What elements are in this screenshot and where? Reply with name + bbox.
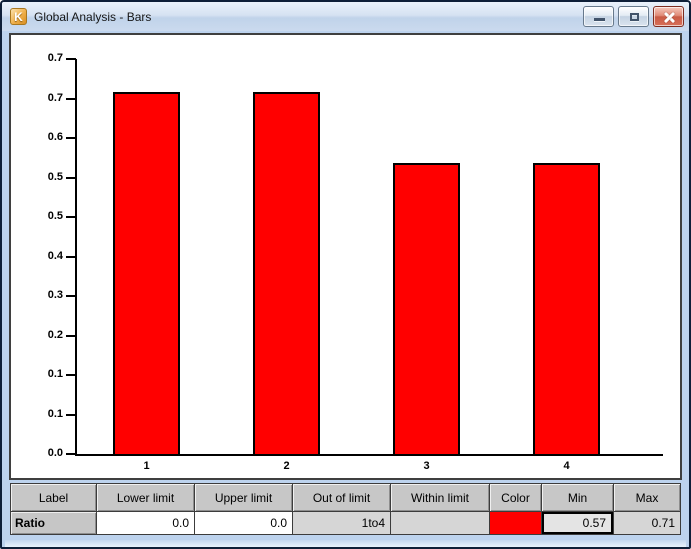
- y-tick-label: 0.2: [47, 328, 63, 341]
- column-header-max[interactable]: Max: [614, 484, 680, 511]
- column-header-lower-limit[interactable]: Lower limit: [97, 484, 194, 511]
- cell-max[interactable]: 0.71: [614, 512, 680, 534]
- bar-chart: 0.7 0.7 0.6 0.5 0.5 0.4 0.3 0.2 0.1 0.1 0.0 1 2 3 4: [9, 33, 682, 480]
- bar-category-2: [253, 92, 320, 454]
- cell-label[interactable]: Ratio: [11, 512, 96, 534]
- y-tick-mark: [66, 255, 76, 258]
- cell-lower-limit[interactable]: 0.0: [97, 512, 194, 534]
- window-title: Global Analysis - Bars: [34, 9, 152, 24]
- column-header-min[interactable]: Min: [542, 484, 613, 511]
- y-tick-mark: [66, 453, 76, 455]
- y-tick-mark: [66, 413, 76, 416]
- app-icon: K: [10, 8, 27, 25]
- restore-button[interactable]: [618, 6, 649, 27]
- y-tick-label: 0.5: [47, 170, 63, 183]
- minimize-icon: [594, 18, 605, 21]
- bar-category-4: [533, 163, 600, 454]
- minimize-button[interactable]: [583, 6, 614, 27]
- y-tick-mark: [66, 176, 76, 179]
- cell-within-limit[interactable]: [391, 512, 489, 534]
- table-header-row: Label Lower limit Upper limit Out of limit W…: [11, 484, 680, 511]
- cell-upper-limit[interactable]: 0.0: [195, 512, 292, 534]
- x-tick-label: 1: [143, 460, 150, 472]
- y-tick-label: 0.6: [47, 131, 63, 143]
- cell-color-swatch[interactable]: [490, 512, 541, 534]
- x-tick-label: 2: [283, 460, 290, 472]
- column-header-within-limit[interactable]: Within limit: [391, 484, 489, 511]
- table-row: Ratio 0.0 0.0 1to4 0.57 0.71: [11, 512, 680, 534]
- bar-category-1: [113, 92, 180, 454]
- y-tick-mark: [66, 216, 76, 218]
- x-axis-line: [75, 454, 663, 456]
- y-tick-mark: [66, 295, 76, 297]
- y-tick-mark: [66, 137, 76, 139]
- window-titlebar[interactable]: K Global Analysis - Bars: [2, 2, 689, 31]
- y-tick-mark: [66, 374, 76, 376]
- cell-out-of-limit[interactable]: 1to4: [293, 512, 390, 534]
- y-tick-label: 0.3: [47, 289, 63, 301]
- y-tick-mark: [66, 334, 76, 337]
- column-header-label[interactable]: Label: [11, 484, 96, 511]
- column-header-out-of-limit[interactable]: Out of limit: [293, 484, 390, 511]
- y-tick-label: 0.1: [47, 407, 63, 420]
- column-header-color[interactable]: Color: [490, 484, 541, 511]
- close-button[interactable]: [653, 6, 684, 27]
- window-controls: [583, 6, 684, 27]
- y-tick-label: 0.4: [47, 249, 63, 262]
- column-header-upper-limit[interactable]: Upper limit: [195, 484, 292, 511]
- y-axis-line: [75, 59, 77, 456]
- bar-category-3: [393, 163, 460, 454]
- x-tick-label: 4: [563, 460, 570, 472]
- y-tick-label: 0.7: [47, 91, 63, 104]
- y-tick-label: 0.5: [47, 210, 63, 222]
- y-tick-mark: [66, 58, 76, 60]
- y-tick-label: 0.1: [47, 368, 63, 380]
- y-tick-mark: [66, 97, 76, 100]
- y-tick-label: 0.0: [47, 447, 63, 459]
- analysis-table: Label Lower limit Upper limit Out of limit W…: [10, 483, 681, 535]
- x-tick-label: 3: [423, 460, 430, 472]
- y-tick-label: 0.7: [47, 52, 63, 64]
- cell-min[interactable]: 0.57: [542, 512, 613, 534]
- window-frame-bottom: [5, 540, 686, 547]
- restore-icon: [630, 13, 639, 21]
